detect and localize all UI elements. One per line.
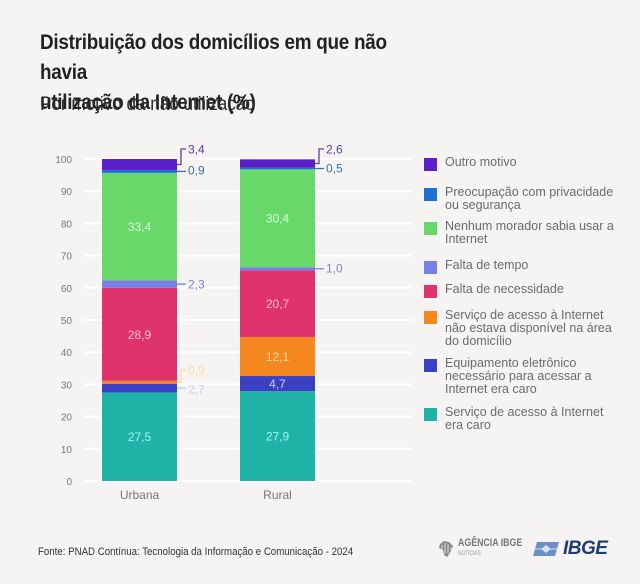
legend-item: Equipamento eletrônico necessário para a… (424, 357, 623, 396)
legend-label: Falta de necessidade (445, 282, 564, 296)
data-label: 0,9 (188, 164, 205, 178)
y-tick-label: 90 (61, 187, 73, 198)
y-tick-label: 30 (61, 380, 73, 391)
y-tick-label: 60 (61, 284, 73, 295)
chart-title-line-1: Distribuição dos domicílios em que não h… (40, 31, 387, 84)
data-label: 27,5 (128, 430, 152, 444)
bar-segment (102, 287, 177, 381)
ibge-logo: IBGE (532, 538, 608, 560)
legend-swatch (424, 222, 437, 235)
legend-swatch (424, 311, 437, 324)
data-label: 2,6 (326, 143, 343, 157)
y-tick-label: 40 (61, 348, 73, 359)
bar-segment (102, 380, 177, 384)
legend-swatch (424, 285, 437, 298)
legend-swatch (424, 158, 437, 171)
y-tick-label: 50 (61, 316, 73, 327)
x-tick-label: Urbana (120, 488, 160, 502)
bar-segment (102, 392, 177, 481)
ibge-emblem-icon (533, 542, 559, 556)
legend-swatch (424, 188, 437, 201)
bar-segment (240, 159, 315, 168)
legend-item: Nenhum morador sabia usar a Internet (424, 220, 623, 246)
data-label: 0,5 (326, 162, 343, 176)
data-label: 1,0 (326, 262, 343, 276)
bar-segment (240, 267, 315, 271)
legend-item: Falta de necessidade (424, 283, 623, 298)
data-label-leader (177, 148, 186, 166)
x-tick-label: Rural (263, 488, 292, 502)
legend-label: Serviço de acesso à Internet era caro (445, 405, 604, 432)
data-label: 2,3 (188, 278, 205, 292)
y-tick-label: 10 (61, 445, 73, 456)
data-label: 2,7 (188, 383, 205, 397)
legend-label: Preocupação com privacidade ou segurança (445, 185, 614, 212)
bar-segment (240, 376, 315, 392)
data-label: 0,9 (188, 364, 205, 378)
agencia-logo-text: AGÊNCIA IBGE (458, 537, 523, 549)
legend-label: Equipamento eletrônico necessário para a… (445, 356, 592, 396)
legend-item: Preocupação com privacidade ou segurança (424, 186, 623, 212)
agencia-logo-subtext: NOTÍCIAS (458, 551, 481, 557)
legend-item: Serviço de acesso à Internet não estava … (424, 309, 623, 348)
data-label-leader (315, 148, 324, 165)
legend-swatch (424, 261, 437, 274)
legend-swatch (424, 359, 437, 372)
agencia-ibge-logo: AGÊNCIA IBGE NOTÍCIAS (438, 538, 538, 559)
y-tick-label: 100 (55, 155, 72, 166)
y-tick-label: 0 (66, 477, 72, 488)
data-label: 12,1 (266, 350, 290, 364)
legend-label: Serviço de acesso à Internet não estava … (445, 308, 612, 348)
data-label-leader (177, 369, 186, 383)
bar-segment (240, 270, 315, 338)
bar-segment (240, 167, 315, 170)
chart-title: Distribuição dos domicílios em que não h… (40, 28, 400, 118)
bar-segment (102, 169, 177, 173)
y-tick-label: 20 (61, 413, 73, 424)
legend-label: Outro motivo (445, 155, 517, 169)
legend-item: Serviço de acesso à Internet era caro (424, 406, 623, 432)
stacked-bar-chart: 0 10 20 30 40 50 60 70 80 90 100 Urbana Rural 27,5 27,… (55, 143, 412, 502)
legend-item: Falta de tempo (424, 259, 623, 274)
y-tick-label: 70 (61, 252, 73, 263)
data-label: 27,9 (266, 430, 290, 444)
brazil-map-icon (439, 540, 453, 557)
legend-item: Outro motivo (424, 156, 623, 171)
data-label: 30,4 (266, 212, 290, 226)
bar-segment (102, 172, 177, 281)
legend-label: Falta de tempo (445, 258, 529, 272)
chart-subtitle: Por motivo da não utilização (40, 94, 255, 115)
bar-segment (102, 383, 177, 393)
y-tick-label: 80 (61, 219, 73, 230)
bar-segment (240, 169, 315, 268)
data-label: 28,9 (128, 328, 152, 342)
data-label: 3,4 (188, 143, 205, 157)
bar-segment (102, 280, 177, 288)
bar-segment (240, 337, 315, 377)
legend-label: Nenhum morador sabia usar a Internet (445, 219, 614, 246)
data-label: 4,7 (269, 377, 286, 391)
data-label: 20,7 (266, 297, 290, 311)
bar-segment (102, 159, 177, 170)
ibge-logo-text: IBGE (563, 538, 608, 559)
data-label: 33,4 (128, 220, 152, 234)
legend-swatch (424, 408, 437, 421)
bar-segment (240, 391, 315, 481)
source-note: Fonte: PNAD Contínua: Tecnologia da Info… (38, 546, 354, 558)
chart-title-line-2: utilização da Internet (%) (40, 91, 256, 114)
